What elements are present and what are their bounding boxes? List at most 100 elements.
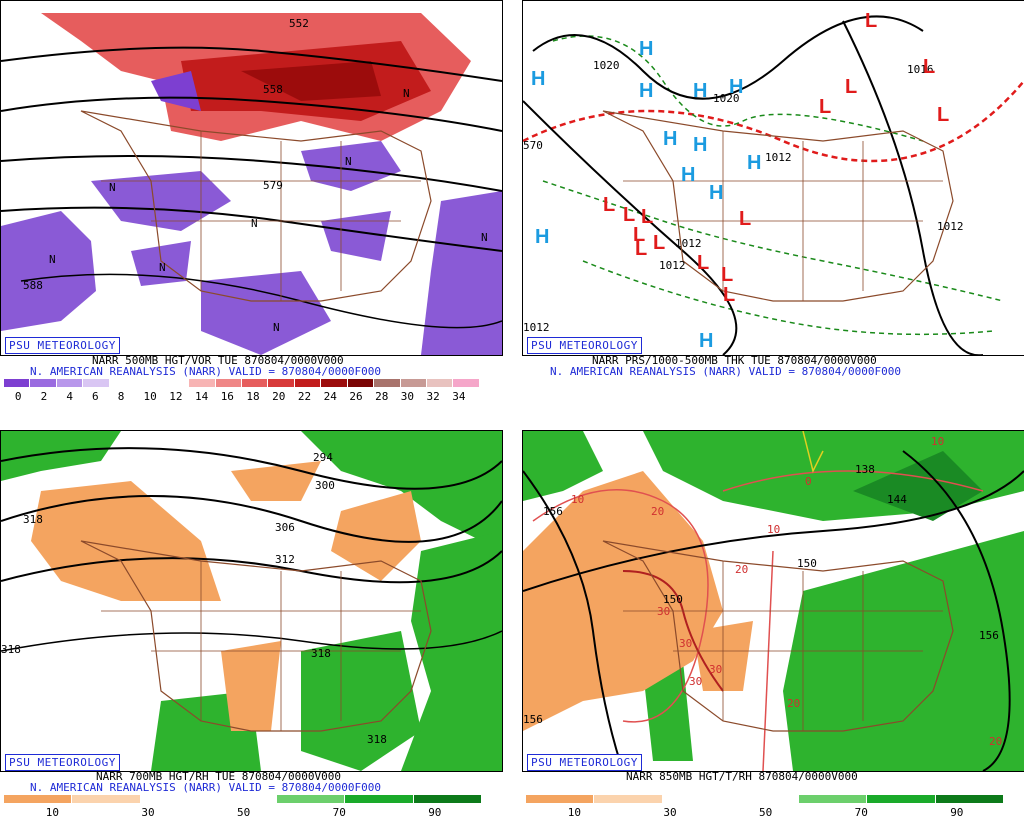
- colorbar-swatch: [72, 795, 141, 803]
- map-thickness: 1020 1016 1020 1012 1012 1012 1012 1012 …: [523, 10, 1024, 355]
- colorbar-swatch: [867, 795, 936, 803]
- low-pressure-symbol: L: [865, 10, 877, 32]
- colorbar-tick-label: 90: [428, 806, 442, 819]
- contour-label: 312: [275, 553, 295, 566]
- high-pressure-symbol: H: [681, 164, 695, 186]
- colorbar-swatch: [83, 379, 110, 387]
- contour-label: 306: [275, 521, 295, 534]
- vorticity-marker: N: [345, 155, 352, 168]
- temperature-label: 20: [735, 563, 748, 576]
- isobar-label: 1012: [523, 321, 550, 334]
- low-pressure-symbol: L: [633, 224, 645, 246]
- high-pressure-symbol: H: [699, 330, 713, 352]
- colorbar-swatch: [30, 379, 57, 387]
- colorbar-tick-label: 10: [45, 806, 60, 819]
- temperature-label: 30: [679, 637, 692, 650]
- panel-500mb-vorticity: 552 558 579 588 N N N N N N N N PSU METE…: [0, 0, 503, 356]
- colorbar-swatch: [730, 795, 800, 803]
- colorbar-swatch: [453, 379, 480, 387]
- contour-label: 552: [289, 17, 309, 30]
- colorbar-swatch: [400, 379, 427, 387]
- colorbar-tick-label: 2: [40, 390, 48, 403]
- contour-label: 156: [543, 505, 563, 518]
- colorbar-swatch: [268, 379, 295, 387]
- isobar-label: 1020: [593, 59, 620, 72]
- colorbar-tick-label: 26: [349, 390, 363, 403]
- temperature-label: 20: [651, 505, 664, 518]
- colorbar-tick-label: 16: [220, 390, 234, 403]
- vorticity-marker: N: [403, 87, 410, 100]
- colorbar-tick-label: 34: [452, 390, 466, 403]
- contour-label: 294: [313, 451, 333, 464]
- contour-label: 156: [523, 713, 543, 726]
- colorbar-tick-label: 4: [66, 390, 73, 403]
- psu-meteorology-label: PSU METEOROLOGY: [5, 754, 120, 771]
- colorbar-tick-label: 20: [272, 390, 286, 403]
- low-pressure-symbol: L: [819, 96, 831, 118]
- colorbar-tick-label: 30: [141, 806, 155, 819]
- psu-meteorology-label: PSU METEOROLOGY: [527, 754, 642, 771]
- colorbar-swatch: [109, 379, 137, 387]
- contour-label: 318: [1, 643, 21, 656]
- colorbar-swatch: [162, 379, 190, 387]
- colorbar-tick-label: 10: [143, 390, 157, 403]
- colorbar-tick-label: 24: [323, 390, 337, 403]
- low-pressure-symbol: L: [845, 76, 857, 98]
- high-pressure-symbol: H: [535, 226, 549, 248]
- map-500mb: 552 558 579 588 N N N N N N N N: [1, 13, 502, 355]
- colorbar-swatch: [374, 379, 401, 387]
- thickness-label: 570: [523, 139, 543, 152]
- panel3-colorbar: [4, 795, 482, 803]
- high-pressure-symbol: H: [639, 80, 653, 102]
- panel2-valid: N. AMERICAN REANALYSIS (NARR) VALID = 87…: [550, 365, 901, 378]
- contour-label: 318: [367, 733, 387, 746]
- temperature-label: 30: [709, 663, 722, 676]
- colorbar-swatch: [4, 379, 31, 387]
- temperature-label: 20: [989, 735, 1002, 748]
- temperature-label: 30: [657, 605, 670, 618]
- vorticity-marker: N: [251, 217, 258, 230]
- colorbar-swatch: [208, 795, 278, 803]
- panel-thickness: 1020 1016 1020 1012 1012 1012 1012 1012 …: [522, 0, 1024, 356]
- colorbar-tick-label: 30: [400, 390, 415, 403]
- colorbar-tick-label: 6: [92, 390, 99, 403]
- contour-label: 150: [663, 593, 683, 606]
- vorticity-marker: N: [49, 253, 56, 266]
- psu-meteorology-label: PSU METEOROLOGY: [527, 337, 642, 354]
- low-pressure-symbol: L: [923, 56, 935, 78]
- colorbar-tick-label: 14: [194, 390, 209, 403]
- high-pressure-symbol: H: [639, 38, 653, 60]
- colorbar-tick-label: 0: [14, 390, 22, 403]
- colorbar-swatch: [526, 795, 595, 803]
- contour-label: 138: [855, 463, 875, 476]
- isobar-label: 1016: [907, 63, 934, 76]
- panel-700mb-rh: 294 300 306 312 318 318 318 318 PSU METE…: [0, 430, 503, 772]
- temperature-label: 10: [767, 523, 780, 536]
- low-pressure-symbol: L: [653, 232, 665, 254]
- colorbar-tick-label: 12: [169, 390, 183, 403]
- colorbar-swatch: [56, 379, 84, 387]
- panel3-caption: NARR 700MB HGT/RH TUE 870804/0000V000: [96, 770, 342, 783]
- vorticity-marker: N: [273, 321, 280, 334]
- high-pressure-symbol: H: [747, 152, 761, 174]
- contour-label: 588: [23, 279, 43, 292]
- low-pressure-symbol: L: [723, 284, 735, 306]
- colorbar-tick-label: 50: [237, 806, 251, 819]
- vorticity-marker: N: [109, 181, 116, 194]
- temperature-label: 20: [787, 697, 800, 710]
- contour-label: 300: [315, 479, 335, 492]
- colorbar-tick-label: 18: [246, 390, 260, 403]
- colorbar-tick-label: 50: [759, 806, 773, 819]
- contour-label: 144: [887, 493, 907, 506]
- low-pressure-symbol: L: [603, 194, 615, 216]
- colorbar-tick-label: 70: [332, 806, 346, 819]
- contour-label: 156: [979, 629, 999, 642]
- panel-850mb-temp-rh: 156 150 156 150 144 138 156 10 10 20 20 …: [522, 430, 1024, 772]
- temperature-label: 30: [689, 675, 702, 688]
- isobar-label: 1020: [713, 92, 740, 105]
- panel3-valid: N. AMERICAN REANALYSIS (NARR) VALID = 87…: [30, 781, 381, 794]
- contour-label: 318: [311, 647, 331, 660]
- colorbar-swatch: [413, 795, 482, 803]
- colorbar-tick-label: 30: [663, 806, 677, 819]
- contour-label: 318: [23, 513, 43, 526]
